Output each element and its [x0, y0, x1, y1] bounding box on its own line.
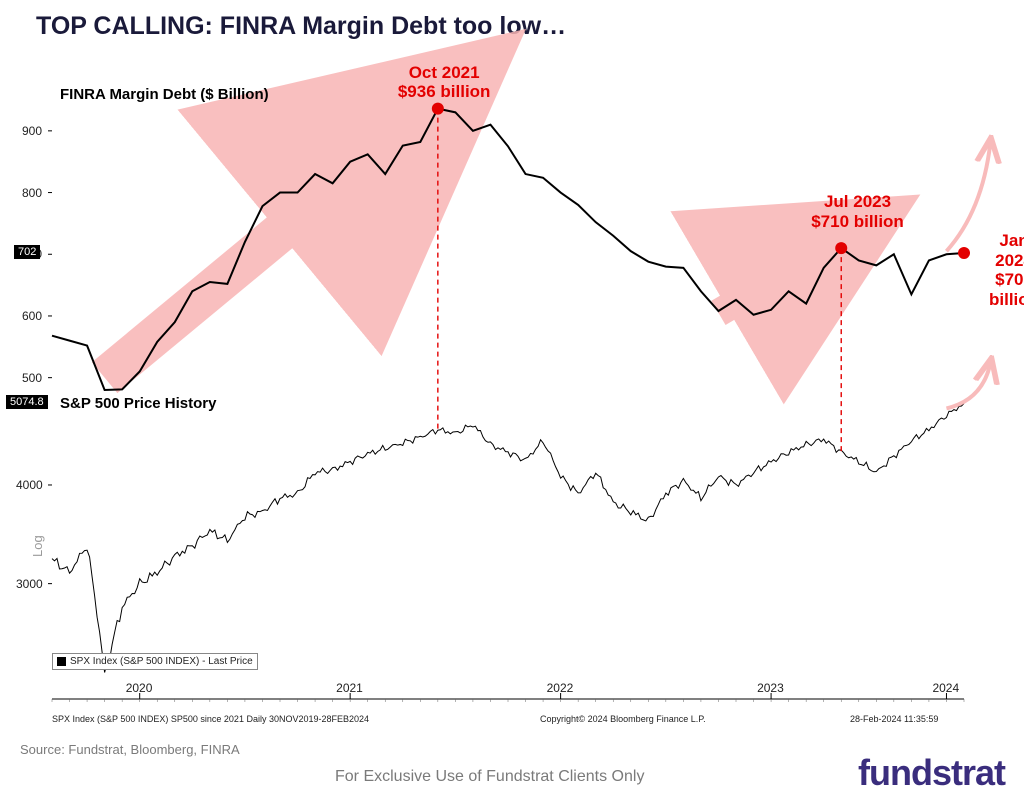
exclusive-line: For Exclusive Use of Fundstrat Clients O… [335, 768, 644, 786]
top-series-label: FINRA Margin Debt ($ Billion) [60, 86, 269, 103]
source-line: Source: Fundstrat, Bloomberg, FINRA [20, 742, 240, 757]
callout: Oct 2021$936 billion [398, 63, 491, 102]
y-badge-bottom: 5074.8 [6, 395, 48, 409]
callout: Jan 2024$702 billion [989, 231, 1024, 309]
footer-right: 28-Feb-2024 11:35:59 [850, 714, 938, 724]
brand-logo: fundstrat [858, 752, 1005, 794]
log-axis-label: Log [30, 535, 45, 557]
callout: Jul 2023$710 billion [811, 192, 904, 231]
footer-left: SPX Index (S&P 500 INDEX) SP500 since 20… [52, 714, 369, 724]
y-badge-top: 702 [14, 245, 40, 259]
spx-legend: SPX Index (S&P 500 INDEX) - Last Price [52, 653, 258, 670]
bottom-series-label: S&P 500 Price History [60, 395, 216, 412]
footer-center: Copyright© 2024 Bloomberg Finance L.P. [540, 714, 706, 724]
